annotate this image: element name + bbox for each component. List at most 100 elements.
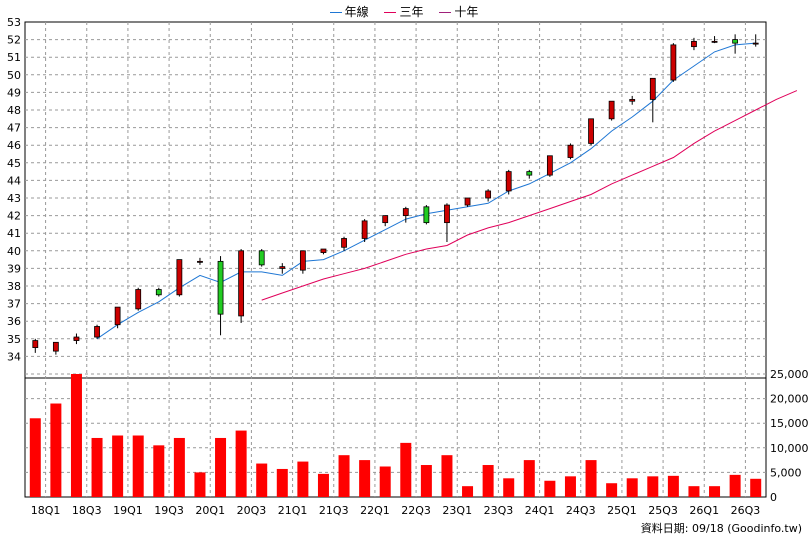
x-tick-label: 22Q1 [360,504,390,517]
x-tick-label: 24Q1 [525,504,555,517]
legend-item-10y: 十年 [439,3,478,20]
candle-body [402,208,409,216]
volume-bar [29,418,41,497]
volume-bar [626,478,638,497]
volume-bar [585,460,597,497]
volume-bar [523,460,535,497]
candle-body [361,220,368,239]
candle-body [670,44,677,81]
x-tick-label: 23Q1 [442,504,472,517]
candle-body [505,171,512,192]
price-tick-label: 41 [7,227,21,240]
volume-bar [729,474,741,497]
volume-bar [482,465,494,497]
volume-bar [709,486,721,497]
volume-bar [441,455,453,497]
price-tick-label: 42 [7,210,21,223]
candle-body [279,266,286,269]
price-tick-label: 45 [7,157,21,170]
volume-bar [420,465,432,497]
volume-bar [50,403,62,497]
volume-tick-label: 10,000 [770,442,808,455]
candle-body [485,190,492,199]
volume-bar [317,473,329,497]
price-tick-label: 52 [7,34,21,47]
candle-body [197,260,203,263]
volume-bar [256,463,268,497]
volume-bar [215,437,227,497]
candle-body [649,77,656,100]
volume-bar [276,468,288,497]
candle-body [588,118,594,144]
price-tick-label: 37 [7,298,21,311]
candle-body [238,250,245,317]
ma-3y-line [261,90,798,301]
candle-body [691,40,697,48]
candle-body [464,197,471,206]
price-tick-label: 36 [7,315,21,328]
candle-body [217,260,224,315]
candle-body [32,340,39,348]
candle-body [94,326,100,338]
x-tick-label: 20Q1 [195,504,225,517]
volume-bar [400,442,412,497]
candle-body [155,289,162,296]
price-tick-label: 39 [7,262,21,275]
candle-body [320,248,327,253]
candle-body [711,40,718,43]
candle-body [382,215,389,224]
x-tick-label: 23Q3 [484,504,514,517]
volume-bar [647,476,659,497]
volume-tick-label: 20,000 [770,393,808,406]
plot-frame [24,21,767,498]
data-date-footer: 資料日期: 09/18 (Goodinfo.tw) [640,522,802,535]
candle-body [629,99,636,102]
x-tick-label: 22Q3 [401,504,431,517]
volume-tick-label: 0 [770,491,777,504]
volume-tick-label: 25,000 [770,368,808,381]
volume-bar [132,435,144,497]
x-tick-label: 21Q3 [319,504,349,517]
volume-bar [297,461,309,497]
legend-item-year: 年線 [329,3,369,20]
x-tick-label: 18Q1 [31,504,61,517]
legend-swatch-3y [384,12,397,13]
legend-item-3y: 三年 [384,3,424,20]
legend-swatch-year [329,12,342,13]
volume-bar [194,472,206,497]
price-tick-label: 48 [7,104,21,117]
candle-body [341,238,347,248]
price-tick-label: 40 [7,245,21,258]
price-tick-label: 50 [7,69,21,82]
volume-bar [462,486,474,497]
legend-label-year: 年線 [344,5,369,19]
volume-bar [359,460,371,497]
volume-bar [70,374,82,497]
volume-tick-label: 5,000 [770,466,802,479]
legend-label-3y: 三年 [399,5,424,19]
volume-tick-label: 15,000 [770,417,808,430]
candle-body [444,204,450,224]
volume-bar [91,437,103,497]
price-tick-label: 38 [7,280,21,293]
volume-bar [153,445,165,497]
volume-bar [667,475,679,497]
volume-bar [564,476,576,497]
candle-body [135,289,142,310]
volume-bar [503,478,515,497]
volume-bar [112,435,124,497]
x-tick-label: 26Q3 [731,504,761,517]
volume-bar [235,430,247,497]
volume-bar [606,483,618,497]
candle-body [73,336,80,341]
price-tick-label: 44 [7,174,21,187]
x-tick-label: 26Q1 [689,504,719,517]
candle-body [176,259,183,296]
candle-body [546,155,553,176]
price-tick-label: 46 [7,139,21,152]
price-tick-label: 43 [7,192,21,205]
x-tick-label: 24Q3 [566,504,596,517]
volume-bar [379,466,391,497]
x-tick-label: 20Q3 [237,504,267,517]
